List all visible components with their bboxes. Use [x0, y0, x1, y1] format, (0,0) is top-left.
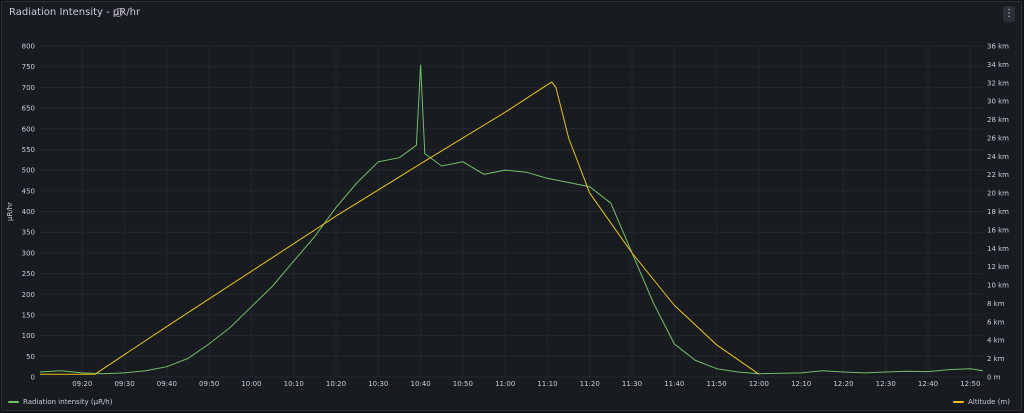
x-tick-label: 09:20: [72, 380, 92, 388]
y-right-tick-label: 36 km: [987, 43, 1009, 51]
y-left-tick-label: 100: [22, 332, 35, 340]
y-left-tick-label: 300: [22, 249, 35, 257]
series-line-radiation: [39, 64, 984, 375]
y-right-tick-label: 32 km: [987, 79, 1009, 87]
y-right-tick-label: 30 km: [987, 98, 1009, 106]
x-tick-label: 11:00: [495, 380, 515, 388]
y-left-tick-label: 0: [31, 374, 35, 382]
legend-item-radiation[interactable]: Radiation intensity (μR/h): [8, 398, 112, 406]
x-tick-label: 10:10: [284, 380, 304, 388]
y-left-tick-label: 250: [22, 270, 35, 278]
y-left-tick-label: 650: [22, 105, 35, 113]
y-right-tick-label: 34 km: [987, 61, 1009, 69]
x-tick-label: 11:50: [706, 380, 726, 388]
y-right-tick-label: 0 m: [987, 374, 1001, 382]
y-right-tick-label: 14 km: [987, 245, 1009, 253]
x-tick-label: 10:40: [410, 380, 430, 388]
y-right-tick-label: 16 km: [987, 226, 1009, 234]
y-right-tick-label: 2 km: [987, 355, 1005, 363]
x-tick-label: 12:40: [918, 380, 938, 388]
y-left-axis-label: μR/hr: [6, 202, 14, 221]
y-left-tick-label: 450: [22, 187, 35, 195]
x-tick-label: 10:30: [368, 380, 388, 388]
x-tick-label: 10:20: [326, 380, 346, 388]
y-left-tick-label: 800: [22, 43, 35, 51]
x-tick-label: 12:10: [791, 380, 811, 388]
x-tick-label: 11:20: [580, 380, 600, 388]
x-tick-label: 12:30: [876, 380, 896, 388]
x-tick-label: 12:20: [833, 380, 853, 388]
x-tick-label: 09:50: [199, 380, 219, 388]
x-tick-label: 10:50: [453, 380, 473, 388]
y-right-tick-label: 20 km: [987, 190, 1009, 198]
y-right-tick-label: 4 km: [987, 337, 1005, 345]
info-icon[interactable]: i: [114, 8, 123, 17]
y-left-tick-label: 400: [22, 208, 35, 216]
panel-title: Radiation Intensity - μR/hr: [9, 7, 141, 18]
legend-swatch-radiation: [8, 401, 19, 403]
x-tick-label: 10:00: [241, 380, 261, 388]
y-left-tick-label: 750: [22, 63, 35, 71]
y-left-tick-label: 350: [22, 229, 35, 237]
y-right-tick-label: 12 km: [987, 263, 1009, 271]
y-right-tick-label: 28 km: [987, 116, 1009, 124]
y-right-tick-label: 24 km: [987, 153, 1009, 161]
y-left-tick-label: 200: [22, 291, 35, 299]
series-line-altitude: [40, 81, 760, 375]
x-tick-label: 12:50: [960, 380, 980, 388]
y-right-tick-label: 10 km: [987, 282, 1009, 290]
x-tick-label: 12:00: [749, 380, 769, 388]
y-right-tick-label: 6 km: [987, 318, 1005, 326]
y-right-tick-label: 26 km: [987, 134, 1009, 142]
x-tick-label: 11:40: [664, 380, 684, 388]
y-left-tick-label: 600: [22, 125, 35, 133]
y-left-tick-label: 500: [22, 167, 35, 175]
x-tick-label: 11:30: [622, 380, 642, 388]
kebab-icon: ⋮: [1004, 8, 1014, 19]
legend-item-altitude[interactable]: Altitude (m): [953, 398, 1010, 406]
y-left-tick-label: 50: [26, 353, 35, 361]
legend-label-altitude: Altitude (m): [968, 398, 1010, 406]
y-left-tick-label: 150: [22, 311, 35, 319]
panel-menu-button[interactable]: ⋮: [1003, 6, 1015, 22]
x-tick-label: 11:10: [537, 380, 557, 388]
y-right-tick-label: 8 km: [987, 300, 1005, 308]
y-right-tick-label: 22 km: [987, 171, 1009, 179]
y-left-tick-label: 550: [22, 146, 35, 154]
legend-label-radiation: Radiation intensity (μR/h): [23, 398, 113, 406]
legend-swatch-altitude: [953, 401, 965, 403]
y-right-tick-label: 18 km: [987, 208, 1009, 216]
x-tick-label: 09:30: [114, 380, 134, 388]
x-tick-label: 09:40: [157, 380, 177, 388]
y-left-tick-label: 700: [22, 84, 35, 92]
